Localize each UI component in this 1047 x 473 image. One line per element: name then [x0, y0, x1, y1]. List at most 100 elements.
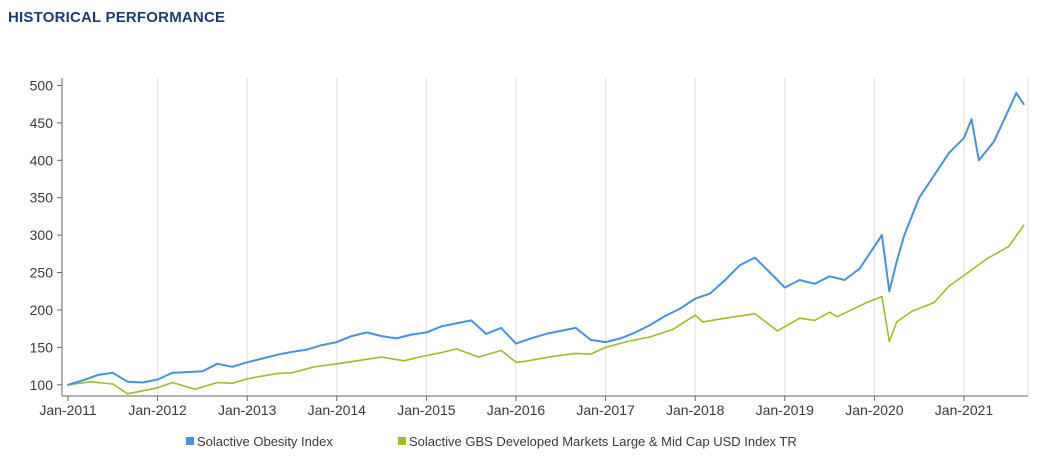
data-point-obesity-index — [545, 333, 547, 335]
data-point-obesity-index — [201, 370, 204, 373]
data-point-gbs-developed-markets-index — [694, 314, 696, 317]
data-point-obesity-index — [963, 137, 965, 139]
legend-label-gbs-developed-markets-index: Solactive GBS Developed Markets Large & … — [409, 434, 797, 449]
data-point-gbs-developed-markets-index — [156, 387, 159, 389]
data-point-obesity-index — [126, 381, 129, 383]
x-tick-label: Jan-2015 — [397, 402, 456, 418]
x-tick-label: Jan-2016 — [487, 402, 546, 418]
data-point-obesity-index — [896, 260, 898, 263]
chart-axes — [57, 78, 1028, 401]
data-point-gbs-developed-markets-index — [477, 356, 480, 358]
legend-swatch-gbs-developed-markets-index — [398, 437, 406, 445]
data-point-obesity-index — [769, 271, 771, 274]
data-point-obesity-index — [843, 279, 846, 281]
data-point-gbs-developed-markets-index — [948, 285, 950, 287]
data-point-obesity-index — [798, 279, 801, 281]
data-point-gbs-developed-markets-index — [963, 274, 965, 277]
data-point-obesity-index — [186, 371, 189, 373]
y-tick-label: 250 — [30, 265, 54, 281]
data-point-obesity-index — [873, 245, 876, 248]
data-point-obesity-index — [679, 307, 682, 310]
data-point-gbs-developed-markets-index — [216, 381, 219, 384]
data-point-obesity-index — [156, 378, 159, 381]
data-point-obesity-index — [67, 384, 69, 386]
chart-legend: Solactive Obesity Index Solactive GBS Dev… — [186, 434, 797, 449]
x-tick-label: Jan-2014 — [308, 402, 367, 418]
data-point-obesity-index — [560, 330, 562, 332]
data-point-gbs-developed-markets-index — [627, 340, 629, 343]
data-point-obesity-index — [978, 159, 980, 162]
data-point-gbs-developed-markets-index — [888, 340, 891, 343]
data-point-obesity-index — [933, 174, 935, 177]
data-point-obesity-index — [664, 315, 667, 317]
data-point-obesity-index — [500, 327, 502, 329]
data-point-gbs-developed-markets-index — [776, 330, 779, 332]
data-point-gbs-developed-markets-index — [933, 301, 935, 304]
page-title: HISTORICAL PERFORMANCE — [8, 9, 226, 26]
data-point-gbs-developed-markets-index — [291, 372, 293, 374]
data-point-obesity-index — [336, 341, 338, 343]
data-point-obesity-index — [321, 344, 323, 346]
data-point-obesity-index — [306, 348, 308, 351]
y-tick-label: 350 — [30, 190, 54, 206]
data-point-gbs-developed-markets-index — [604, 346, 607, 349]
data-point-gbs-developed-markets-index — [418, 356, 420, 358]
data-point-obesity-index — [485, 333, 487, 335]
data-point-gbs-developed-markets-index — [403, 360, 405, 362]
x-tick-label: Jan-2021 — [935, 402, 994, 418]
y-tick-label: 150 — [30, 339, 54, 355]
data-point-obesity-index — [425, 331, 428, 334]
data-point-obesity-index — [410, 333, 413, 336]
data-point-gbs-developed-markets-index — [836, 315, 838, 318]
data-point-gbs-developed-markets-index — [754, 312, 756, 315]
data-point-obesity-index — [724, 279, 726, 281]
data-point-obesity-index — [709, 292, 711, 295]
data-point-obesity-index — [97, 374, 99, 376]
data-point-obesity-index — [231, 366, 234, 368]
legend-label-obesity-index: Solactive Obesity Index — [197, 434, 333, 449]
data-point-obesity-index — [948, 152, 950, 154]
data-point-gbs-developed-markets-index — [126, 393, 129, 395]
series-line-obesity-index — [67, 92, 1025, 386]
data-point-obesity-index — [112, 372, 114, 374]
data-point-gbs-developed-markets-index — [985, 258, 988, 260]
x-tick-label: Jan-2012 — [128, 402, 187, 418]
data-point-obesity-index — [589, 339, 592, 341]
data-point-gbs-developed-markets-index — [828, 311, 831, 314]
data-point-obesity-index — [634, 331, 637, 334]
data-point-obesity-index — [440, 325, 443, 328]
data-point-obesity-index — [993, 140, 995, 143]
data-point-obesity-index — [694, 297, 696, 300]
y-tick-label: 500 — [30, 77, 54, 93]
data-point-gbs-developed-markets-index — [866, 301, 868, 304]
data-point-gbs-developed-markets-index — [500, 349, 502, 352]
data-point-gbs-developed-markets-index — [194, 388, 196, 391]
data-point-gbs-developed-markets-index — [380, 356, 383, 358]
data-point-obesity-index — [739, 264, 741, 266]
series-line-gbs-developed-markets-index — [67, 224, 1025, 395]
data-point-obesity-index — [141, 381, 144, 384]
data-point-gbs-developed-markets-index — [141, 390, 144, 392]
data-point-gbs-developed-markets-index — [574, 352, 577, 355]
data-point-gbs-developed-markets-index — [231, 382, 234, 385]
data-point-gbs-developed-markets-index — [813, 319, 816, 322]
x-axis-tick-labels: Jan-2011 Jan-2012 Jan-2013 Jan-2014 Jan-2015… — [39, 402, 993, 418]
data-point-gbs-developed-markets-index — [552, 355, 555, 358]
data-point-gbs-developed-markets-index — [1008, 245, 1010, 248]
data-point-gbs-developed-markets-index — [350, 360, 353, 363]
data-point-obesity-index — [380, 335, 383, 337]
y-tick-label: 200 — [30, 302, 54, 318]
data-point-gbs-developed-markets-index — [171, 381, 174, 384]
data-point-obesity-index — [246, 361, 248, 364]
data-point-gbs-developed-markets-index — [89, 381, 92, 383]
data-point-gbs-developed-markets-index — [522, 360, 525, 363]
data-point-gbs-developed-markets-index — [1022, 224, 1025, 227]
data-point-gbs-developed-markets-index — [798, 317, 801, 320]
data-point-obesity-index — [82, 379, 84, 382]
data-point-obesity-index — [903, 234, 906, 236]
data-point-gbs-developed-markets-index — [589, 353, 592, 355]
data-point-gbs-developed-markets-index — [515, 361, 517, 364]
y-axis-tick-labels: 100 150 200 250 300 350 400 450 500 — [30, 77, 54, 392]
x-tick-label: Jan-2020 — [845, 402, 904, 418]
